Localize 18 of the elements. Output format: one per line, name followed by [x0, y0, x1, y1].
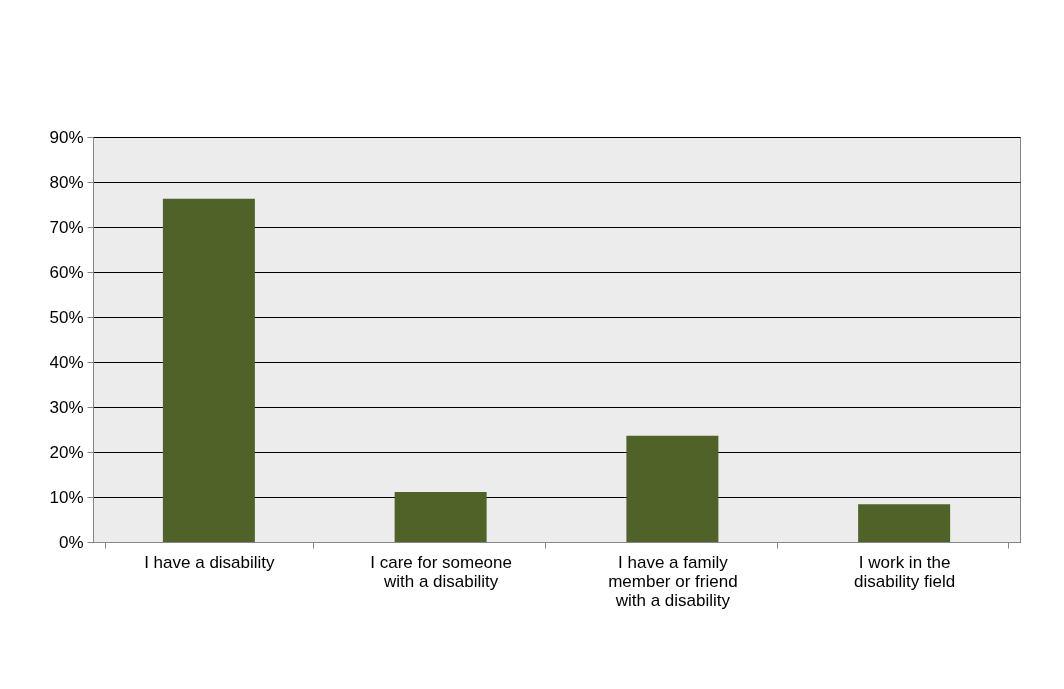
y-tick-label: 40%: [49, 352, 84, 372]
y-tick-label: 20%: [49, 442, 84, 462]
y-tick-label: 0%: [58, 532, 84, 552]
x-tick-label: I work in the disability field: [854, 552, 956, 591]
y-tick-label: 60%: [49, 262, 84, 282]
x-tick-label: I have a disability: [144, 552, 276, 572]
bar: [162, 198, 255, 542]
y-tick-label: 80%: [49, 172, 84, 192]
y-tick-label: 90%: [49, 127, 84, 147]
y-tick-label: 50%: [49, 307, 84, 327]
x-tick-label: I care for someone with a disability: [370, 552, 512, 591]
bar: [858, 504, 951, 542]
y-tick-label: 70%: [49, 217, 84, 237]
x-tick-label: I have a family member or friend with a disability: [608, 552, 738, 610]
bar: [394, 492, 487, 542]
y-tick-label: 10%: [49, 487, 84, 507]
y-tick-label: 30%: [49, 397, 84, 417]
bar: [626, 435, 719, 542]
